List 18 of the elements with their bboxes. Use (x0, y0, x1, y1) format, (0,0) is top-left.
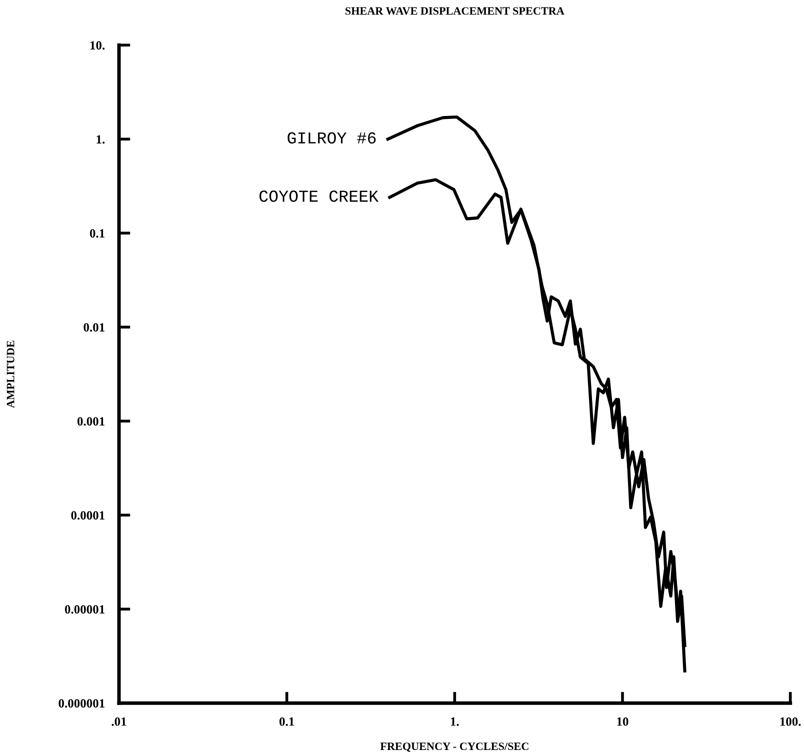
y-tick-label: 0.001 (77, 417, 104, 426)
x-tick-label: 1. (450, 717, 459, 726)
y-tick-label: 0.0001 (71, 511, 104, 520)
y-tick-label: 10. (90, 41, 105, 50)
x-axis-title: FREQUENCY - CYCLES/SEC (380, 742, 528, 752)
y-tick-label: 0.000001 (58, 699, 104, 708)
x-tick-label: .01 (112, 717, 126, 726)
series-label: GILROY #6 (288, 132, 376, 144)
y-tick-label: 0.00001 (64, 605, 104, 614)
y-tick-label: 0.1 (90, 229, 104, 238)
y-tick-label: 1. (96, 135, 105, 144)
x-tick-label: 10 (617, 717, 628, 726)
y-axis-title: AMPLITUDE (6, 340, 14, 408)
x-tick-label: 100. (780, 717, 801, 726)
chart-title: SHEAR WAVE DISPLACEMENT SPECTRA (346, 7, 564, 15)
x-tick-label: 0.1 (279, 717, 294, 726)
series-label: COYOTE CREEK (259, 190, 379, 202)
y-tick-label: 0.01 (84, 323, 104, 332)
